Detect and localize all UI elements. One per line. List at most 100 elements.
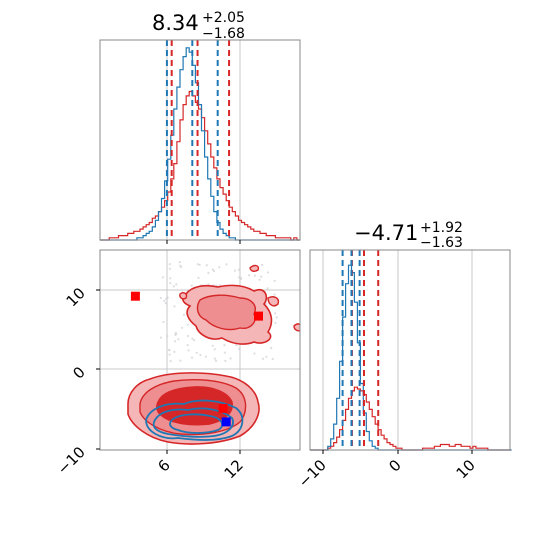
- tick-label-x-n10: −10: [295, 456, 330, 491]
- sample-dot: [196, 263, 199, 266]
- marker-red: [218, 403, 228, 413]
- sample-dot: [224, 359, 227, 363]
- red-contour-upper-blob: [249, 264, 260, 273]
- red-contour-upper-blob: [293, 323, 300, 332]
- sample-dot: [274, 321, 277, 324]
- sample-dot: [265, 302, 268, 305]
- tick-label-x-6: 6: [154, 456, 173, 475]
- sample-dot: [266, 287, 269, 290]
- sample-dot: [213, 348, 216, 351]
- sample-dot: [271, 357, 274, 361]
- sample-dot: [223, 344, 226, 347]
- sample-dot: [204, 355, 207, 358]
- sample-dot: [162, 320, 165, 324]
- marker-blue: [221, 417, 231, 427]
- sample-dot: [199, 353, 202, 357]
- sample-dot: [265, 355, 268, 358]
- sample-dot: [211, 344, 214, 347]
- joint-panel: 6 12 10 0 −10: [54, 249, 301, 482]
- sample-dot: [229, 357, 232, 360]
- sample-dot: [173, 350, 176, 353]
- sample-dot: [273, 279, 276, 282]
- sample-dot: [273, 293, 276, 296]
- sample-dot: [159, 296, 162, 300]
- sample-dot: [178, 261, 181, 264]
- tick-label-y-0: 0: [69, 363, 88, 382]
- blue-contour-mid: [152, 407, 234, 438]
- tick-label-x-10: 10: [453, 456, 479, 482]
- sample-dot: [172, 285, 175, 288]
- sample-dot: [179, 359, 182, 362]
- sample-dot: [169, 277, 172, 280]
- sample-dot: [168, 263, 171, 266]
- sample-dot: [197, 276, 200, 279]
- hist-panel-param2: −10 0 10 −4.71 +1.92 −1.63: [295, 220, 512, 491]
- hist-title-sub: −1.63: [420, 235, 463, 251]
- sample-dot: [186, 344, 189, 347]
- sample-dot: [207, 283, 210, 286]
- red-contour-upper-blob: [179, 292, 188, 300]
- sample-dot: [173, 305, 176, 308]
- sample-dot: [223, 351, 226, 354]
- sample-dot: [275, 316, 278, 319]
- hist-panel-param1: 8.34 +2.05 −1.68: [99, 10, 301, 244]
- sample-dot: [261, 357, 265, 360]
- sample-dot: [168, 267, 171, 270]
- sample-dot: [191, 337, 194, 340]
- sample-dot: [248, 274, 251, 277]
- hist-title-sup: +1.92: [420, 220, 463, 236]
- sample-dot: [166, 296, 169, 299]
- sample-dot: [166, 335, 169, 338]
- sample-dot: [205, 264, 208, 267]
- sample-dot: [238, 347, 241, 351]
- sample-dot: [177, 338, 180, 341]
- marker-red: [130, 291, 140, 301]
- sample-dot: [218, 266, 221, 269]
- hist-series-blue: [100, 47, 300, 241]
- sample-dot: [214, 359, 218, 363]
- hist-series-red: [100, 90, 300, 241]
- sample-dot: [233, 269, 236, 272]
- blue-contour-outer: [145, 399, 244, 441]
- sample-dot: [266, 271, 270, 274]
- sample-dot: [213, 357, 217, 360]
- sample-dot: [253, 274, 256, 277]
- hist-series-blue: [310, 264, 512, 451]
- sample-dot: [169, 282, 172, 285]
- hist-frame-param1: [99, 39, 301, 241]
- sample-dot: [163, 299, 166, 302]
- marker-red: [254, 311, 263, 321]
- sample-dot: [173, 340, 177, 343]
- sample-dot: [168, 353, 171, 356]
- hist-title-value: 8.34: [152, 11, 199, 35]
- joint-frame: [99, 249, 301, 451]
- sample-dot: [179, 264, 182, 267]
- marker-group: [130, 291, 263, 427]
- sample-dot: [212, 269, 216, 273]
- sample-dot: [174, 331, 177, 334]
- sample-dot: [165, 297, 168, 300]
- tick-label-x-0: 0: [385, 456, 404, 475]
- blue-contour-inner: [169, 413, 224, 434]
- tick-label-y-10: 10: [63, 284, 89, 310]
- red-contour-upper-inner: [196, 294, 256, 331]
- sample-dot: [186, 334, 189, 338]
- tick-label-x-12: 12: [221, 456, 247, 482]
- sample-dot: [225, 263, 228, 266]
- sample-dot: [161, 276, 164, 279]
- sample-dot: [175, 283, 178, 286]
- sample-dot: [207, 271, 210, 274]
- hist-title-value: −4.71: [354, 221, 418, 245]
- sample-dot: [270, 346, 273, 350]
- hist-title-sup: +2.05: [202, 10, 245, 26]
- sample-dot: [253, 352, 256, 355]
- hist-series-red: [310, 386, 512, 451]
- sample-dot: [190, 356, 194, 359]
- sample-dot: [261, 263, 264, 266]
- sample-dot: [182, 313, 186, 316]
- sample-dot: [274, 312, 277, 315]
- sample-dot: [164, 302, 167, 305]
- sample-dot: [187, 349, 190, 352]
- sample-dot: [186, 323, 189, 326]
